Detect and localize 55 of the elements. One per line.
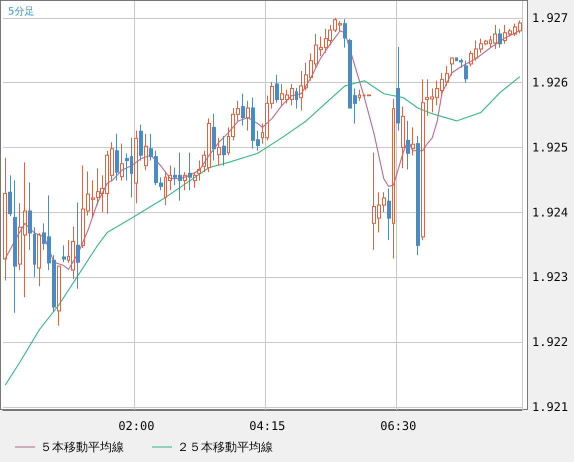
y-tick-label: 1.925 bbox=[532, 140, 568, 154]
legend-label: ５本移動平均線 bbox=[40, 440, 124, 454]
x-tick-label: 04:15 bbox=[249, 419, 286, 433]
candlestick bbox=[392, 98, 395, 259]
candlestick bbox=[134, 130, 138, 204]
candlestick bbox=[139, 124, 143, 161]
candlestick bbox=[76, 202, 80, 290]
candlestick bbox=[217, 137, 221, 166]
candlestick bbox=[222, 135, 226, 166]
candlestick bbox=[246, 100, 250, 132]
line-series bbox=[4, 30, 520, 270]
candlestick bbox=[493, 24, 497, 50]
candlestick bbox=[406, 120, 410, 170]
candlestick bbox=[13, 180, 17, 314]
candlestick bbox=[8, 174, 12, 217]
line-series bbox=[4, 76, 520, 386]
candlestick bbox=[343, 18, 347, 48]
candlestick bbox=[421, 78, 425, 241]
candlestick bbox=[57, 264, 61, 326]
candlestick bbox=[144, 133, 148, 171]
candlestick bbox=[411, 126, 415, 156]
candlestick bbox=[183, 172, 187, 191]
candlestick bbox=[498, 28, 502, 48]
y-tick-label: 1.924 bbox=[532, 205, 568, 220]
candlestick bbox=[62, 244, 66, 263]
candlestick bbox=[115, 133, 119, 182]
candlestick bbox=[464, 60, 468, 84]
candlestick bbox=[193, 172, 197, 188]
y-tick-label: 1.927 bbox=[532, 10, 568, 25]
candlestick bbox=[401, 106, 405, 169]
candlestick bbox=[396, 46, 400, 132]
y-tick-label: 1.921 bbox=[532, 400, 568, 414]
candlestick bbox=[295, 87, 298, 110]
y-tick-label: 1.922 bbox=[532, 334, 568, 349]
candlestick bbox=[459, 58, 463, 68]
y-tick-label: 1.923 bbox=[532, 270, 568, 284]
candlestick bbox=[28, 182, 32, 250]
candlestick bbox=[241, 93, 245, 126]
candlestick bbox=[450, 58, 454, 76]
candlestick bbox=[33, 226, 36, 278]
candlestick bbox=[37, 232, 41, 287]
candlestick bbox=[120, 143, 124, 182]
x-tick-label: 06:30 bbox=[380, 419, 416, 433]
text: 5分足 bbox=[8, 6, 34, 18]
candlestick bbox=[3, 157, 7, 281]
legend-label: ２５本移動平均線 bbox=[177, 440, 273, 454]
candlestick bbox=[212, 113, 216, 161]
candlestick bbox=[275, 74, 279, 104]
candlestick bbox=[416, 135, 420, 256]
x-tick-label: 02:00 bbox=[118, 419, 154, 433]
candlestick bbox=[387, 188, 391, 241]
candlestick bbox=[197, 160, 201, 182]
y-tick-label: 1.926 bbox=[532, 76, 568, 90]
candlestick bbox=[71, 226, 75, 280]
candlestick bbox=[188, 152, 192, 191]
